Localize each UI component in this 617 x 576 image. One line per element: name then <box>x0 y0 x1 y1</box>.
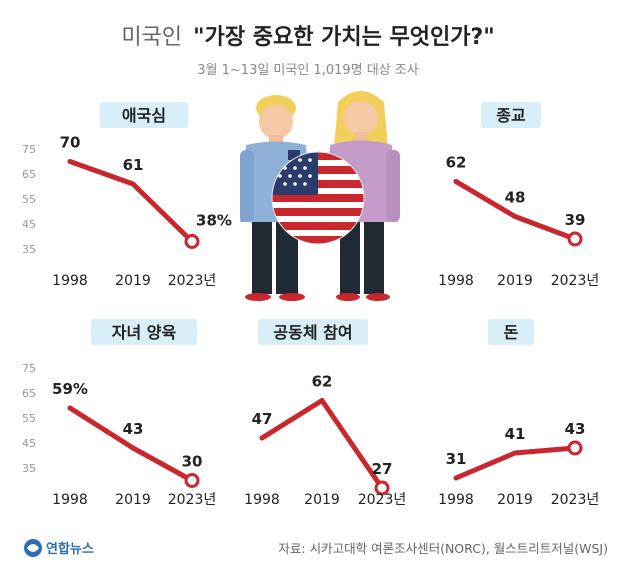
x-tick-label: 2019 <box>115 492 151 508</box>
subtitle: 3월 1~13일 미국인 1,019명 대상 조사 <box>197 63 418 78</box>
x-tick-label: 2023년 <box>168 492 217 508</box>
us-flag-icon <box>272 152 364 244</box>
x-tick-label: 1998 <box>438 492 474 508</box>
chart-title-box <box>258 319 368 345</box>
people-flag-illustration <box>240 91 400 301</box>
data-point <box>319 398 325 403</box>
data-point <box>67 405 73 411</box>
x-tick-label: 2023년 <box>551 273 600 289</box>
yonhap-logo: 연합뉴스 <box>24 539 94 557</box>
data-label: 70 <box>60 134 81 152</box>
chart-title: 돈 <box>504 323 519 342</box>
x-tick-label: 1998 <box>244 492 280 508</box>
data-label: 38% <box>196 212 232 230</box>
x-tick-label: 1998 <box>52 492 88 508</box>
charts-layer: 애국심 75 65 55 45 35 70 61 38% 1998 2019 2023년 종교 62 48 3… <box>22 102 599 508</box>
chart-panel: 애국심 75 65 55 45 35 70 61 38% 1998 2019 2023년 <box>22 102 232 289</box>
chart-title: 종교 <box>496 106 526 125</box>
data-label: 61 <box>123 156 144 174</box>
data-label: 31 <box>446 450 467 468</box>
data-label: 62 <box>312 373 333 391</box>
x-tick-label: 2019 <box>115 273 151 289</box>
data-label: 43 <box>123 420 144 438</box>
chart-panel: 종교 62 48 39 1998 2019 2023년 <box>438 102 599 289</box>
chart-title: 자녀 양육 <box>112 323 177 342</box>
chart-panel: 공동체 참여 47 62 27 1998 2019 2023년 <box>244 319 406 508</box>
y-tick-label: 65 <box>22 387 36 400</box>
data-label: 39 <box>565 211 586 229</box>
data-point <box>512 450 518 456</box>
chart-title-box <box>488 319 534 345</box>
data-point-latest <box>184 473 200 488</box>
y-tick-label: 75 <box>22 143 36 156</box>
data-label: 43 <box>565 420 586 438</box>
data-point <box>259 435 265 441</box>
x-tick-label: 2023년 <box>551 492 600 508</box>
x-tick-label: 2023년 <box>168 273 217 289</box>
data-label: 59% <box>52 380 88 398</box>
data-point-latest <box>567 440 583 456</box>
chart-title: 애국심 <box>122 106 166 125</box>
data-label: 27 <box>372 460 393 478</box>
chart-title: 공동체 참여 <box>273 323 352 342</box>
data-point <box>512 214 518 219</box>
y-tick-label: 45 <box>22 218 36 231</box>
data-label: 62 <box>446 154 467 172</box>
chart-title-box <box>100 102 188 128</box>
x-tick-label: 1998 <box>438 273 474 289</box>
data-point <box>453 179 459 184</box>
data-label: 41 <box>505 425 526 443</box>
data-label: 48 <box>505 189 526 207</box>
svg-text:미국인 "가장 중요한 가치는 무엇인가?": 미국인 "가장 중요한 가치는 무엇인가?" <box>121 25 494 50</box>
chart-title-box <box>91 319 197 345</box>
x-tick-label: 2019 <box>497 492 533 508</box>
y-tick-label: 55 <box>22 412 36 425</box>
chart-panel: 돈 31 41 43 1998 2019 2023년 <box>438 319 599 508</box>
title-prefix: 미국인 <box>121 25 182 50</box>
y-tick-label: 45 <box>22 437 36 450</box>
data-point <box>130 445 136 451</box>
y-tick-label: 55 <box>22 193 36 206</box>
source-note: 자료: 시카고대학 여론조사센터(NORC), 월스트리트저널(WSJ) <box>278 541 608 556</box>
data-label: 30 <box>182 453 203 471</box>
x-tick-label: 2019 <box>304 492 340 508</box>
series-line <box>259 398 385 491</box>
data-point <box>130 181 136 187</box>
data-point-latest <box>567 231 583 247</box>
data-point <box>453 475 459 481</box>
y-tick-label: 75 <box>22 362 36 375</box>
page-title: "가장 중요한 가치는 무엇인가?" <box>193 25 495 50</box>
data-point <box>67 159 73 164</box>
y-tick-label: 35 <box>22 243 36 256</box>
logo-text: 연합뉴스 <box>46 541 94 557</box>
data-label: 47 <box>252 410 273 428</box>
y-tick-label: 65 <box>22 168 36 181</box>
data-point-latest <box>374 480 390 496</box>
chart-panel: 자녀 양육 75 65 55 45 35 59% 43 30 1998 2019 2023년 <box>22 319 216 508</box>
series-line <box>67 405 195 483</box>
x-tick-label: 1998 <box>52 273 88 289</box>
x-tick-label: 2023년 <box>358 492 407 508</box>
data-point-latest <box>184 234 200 249</box>
x-tick-label: 2019 <box>497 273 533 289</box>
chart-title-box <box>481 102 541 128</box>
y-tick-label: 35 <box>22 462 36 475</box>
